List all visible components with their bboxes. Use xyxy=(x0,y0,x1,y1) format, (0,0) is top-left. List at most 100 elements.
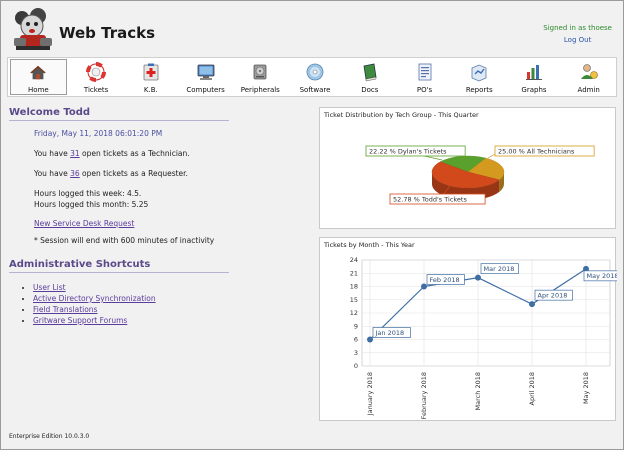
book-icon xyxy=(363,63,377,82)
nav-tickets[interactable]: Tickets xyxy=(69,58,124,96)
nav-computers[interactable]: Computers xyxy=(178,58,233,96)
new-service-desk-request-link[interactable]: New Service Desk Request xyxy=(34,219,135,228)
data-point xyxy=(475,274,481,281)
chart-title: Ticket Distribution by Tech Group - This… xyxy=(324,111,479,119)
y-tick-label: 15 xyxy=(350,296,358,304)
technician-tickets-link[interactable]: 31 xyxy=(70,149,80,158)
session-notice: * Session will end with 600 minutes of i… xyxy=(34,236,215,245)
data-label: Jan 2018 xyxy=(375,329,405,337)
app-title: Web Tracks xyxy=(59,24,156,42)
y-tick-label: 12 xyxy=(350,309,358,317)
pie-label-box xyxy=(365,145,466,157)
line-text: You have xyxy=(34,169,71,178)
nav-label: Docs xyxy=(361,86,379,94)
field-translations-link[interactable]: Field Translations xyxy=(33,305,98,314)
data-label-box xyxy=(426,274,465,285)
requester-tickets-link[interactable]: 36 xyxy=(70,169,80,178)
data-label-box xyxy=(534,289,573,301)
hours-month: Hours logged this month: 5.25 xyxy=(34,200,149,209)
data-label-box xyxy=(372,327,411,338)
user-list-link[interactable]: User List xyxy=(33,283,66,292)
admin-icon xyxy=(580,64,598,79)
nav-home[interactable]: Home xyxy=(10,59,67,95)
list-item: User List xyxy=(33,282,309,293)
nav-pos[interactable]: PO's xyxy=(397,58,452,96)
data-label: Mar 2018 xyxy=(484,265,515,273)
data-point xyxy=(367,336,373,343)
nav-graphs[interactable]: Graphs xyxy=(507,58,562,96)
nav-reports[interactable]: Reports xyxy=(452,58,507,96)
admin-shortcuts-list: User List Active Directory Synchronizati… xyxy=(33,282,309,326)
data-label: May 2018 xyxy=(587,272,618,280)
pie-label: 52.78 % Todd's Tickets xyxy=(393,196,467,204)
nav-label: Software xyxy=(299,86,331,94)
y-tick-label: 18 xyxy=(350,283,358,291)
pie-slice-side xyxy=(432,172,500,200)
welcome-heading: Welcome Todd xyxy=(9,107,229,121)
line-text: You have xyxy=(34,149,71,158)
user-session: Signed in as thoese Log Out xyxy=(543,22,612,46)
requester-tickets-line: You have 36 open tickets as a Requester. xyxy=(34,169,309,178)
support-forums-link[interactable]: Gritware Support Forums xyxy=(33,316,128,325)
x-tick-label: May 2018 xyxy=(582,372,590,404)
data-point xyxy=(583,265,589,272)
list-item: Field Translations xyxy=(33,304,309,315)
pie-slice-side xyxy=(499,172,504,192)
pie-slice xyxy=(467,157,505,181)
logout-link[interactable]: Log Out xyxy=(563,36,592,44)
mascot-logo xyxy=(14,8,52,50)
home-icon xyxy=(30,65,47,80)
x-tick-label: April 2018 xyxy=(528,372,536,405)
nav-label: Peripherals xyxy=(240,86,280,94)
pie-label: 22.22 % Dylan's Tickets xyxy=(369,148,447,156)
pie-label-box xyxy=(494,145,595,157)
nav-docs[interactable]: Docs xyxy=(342,58,397,96)
y-tick-label: 6 xyxy=(354,336,358,344)
drive-icon xyxy=(253,64,267,80)
ad-sync-link[interactable]: Active Directory Synchronization xyxy=(33,294,156,303)
data-label-box xyxy=(583,270,617,282)
y-tick-label: 21 xyxy=(350,269,358,277)
welcome-panel: Welcome Todd Friday, May 11, 2018 06:01:… xyxy=(9,107,309,326)
x-tick-label: February 2018 xyxy=(420,372,428,419)
nav-label: Admin xyxy=(577,86,600,94)
hours-week: Hours logged this week: 4.5. xyxy=(34,189,142,198)
nav-label: Graphs xyxy=(521,86,547,94)
y-tick-label: 24 xyxy=(350,256,358,264)
nav-peripherals[interactable]: Peripherals xyxy=(233,58,288,96)
report-icon xyxy=(471,64,487,82)
nav-kb[interactable]: K.B. xyxy=(123,58,178,96)
line-chart-panel: Tickets by Month - This Year 0 3 6 9 12 15 18 2… xyxy=(319,237,618,421)
pie-label-box xyxy=(389,193,486,205)
technician-tickets-line: You have 31 open tickets as a Technician… xyxy=(34,149,309,158)
nav-label: Reports xyxy=(465,86,493,94)
y-tick-label: 0 xyxy=(354,362,358,370)
lifebuoy-icon xyxy=(86,62,107,82)
nav-label: Tickets xyxy=(83,86,109,94)
data-point xyxy=(529,301,535,308)
form-icon xyxy=(418,63,431,81)
x-tick-label: March 2018 xyxy=(474,372,482,410)
list-item: Active Directory Synchronization xyxy=(33,293,309,304)
disc-icon xyxy=(306,63,324,81)
chart-title: Tickets by Month - This Year xyxy=(324,241,415,249)
y-tick-label: 9 xyxy=(354,322,358,330)
nav-software[interactable]: Software xyxy=(288,58,343,96)
data-label: Feb 2018 xyxy=(430,276,460,284)
signed-in-text: Signed in as thoese xyxy=(543,24,612,32)
admin-shortcuts-heading: Administrative Shortcuts xyxy=(9,259,229,273)
nav-admin[interactable]: Admin xyxy=(561,58,616,96)
monitor-icon xyxy=(197,64,214,80)
main-nav: Home Tickets K.B. Computers Peripherals … xyxy=(7,57,617,97)
data-label-box xyxy=(480,263,519,275)
nav-label: Home xyxy=(28,86,49,94)
y-tick-label: 3 xyxy=(354,349,358,357)
first-aid-icon xyxy=(143,63,159,81)
nav-label: K.B. xyxy=(143,86,158,94)
pie-slice xyxy=(431,161,500,189)
pie-chart-panel: Ticket Distribution by Tech Group - This… xyxy=(319,107,616,229)
edition-text: Enterprise Edition 10.0.3.0 xyxy=(9,433,90,440)
line-chart: 0 3 6 9 12 15 18 21 24 January 2018 February 2018 M… xyxy=(350,256,618,419)
graph-icon xyxy=(525,65,542,80)
